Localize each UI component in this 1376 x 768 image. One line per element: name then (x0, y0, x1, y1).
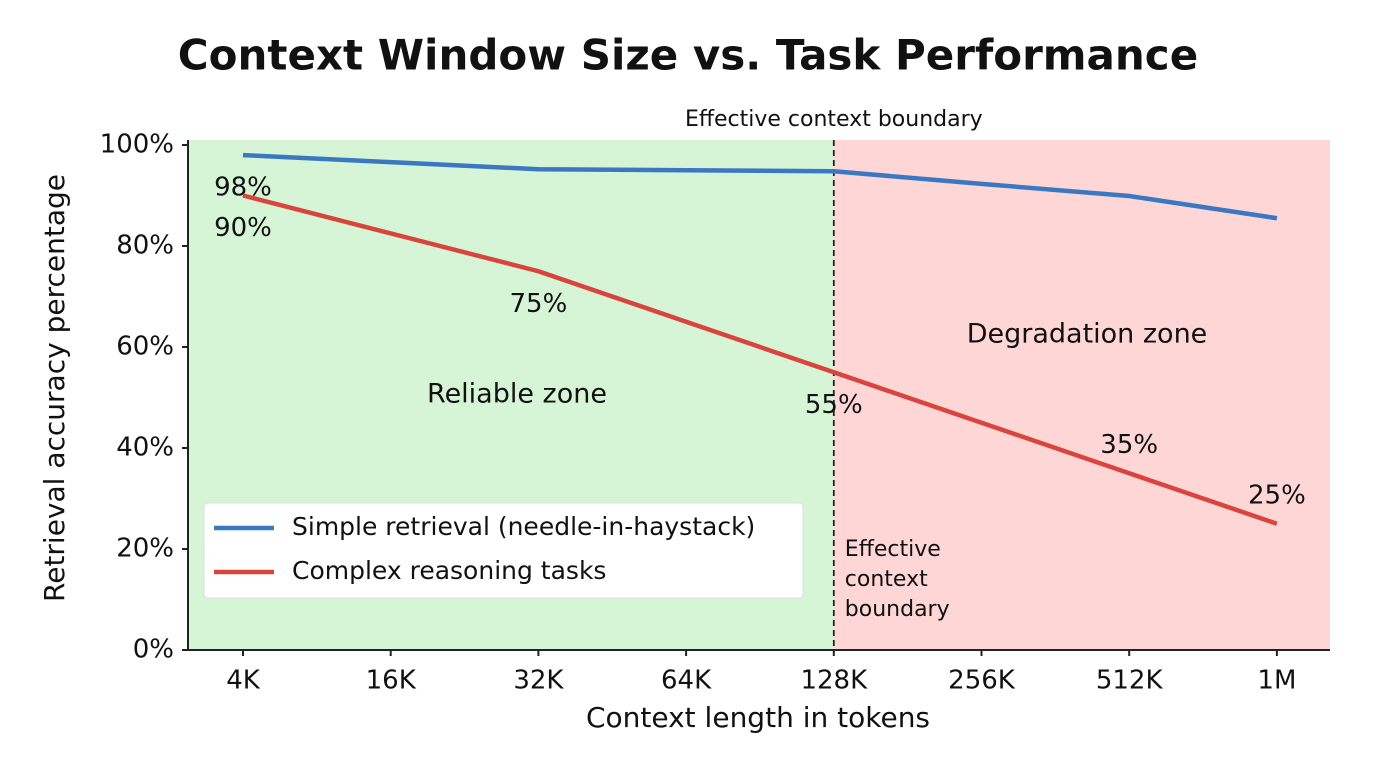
value-label: 90% (214, 213, 272, 243)
y-tick-label: 60% (116, 332, 174, 362)
x-tick-label: 4K (226, 666, 261, 696)
data-line (242, 152, 1278, 221)
y-tick-label: 0% (133, 635, 174, 665)
value-label: 25% (1248, 480, 1306, 510)
x-tick-label: 256K (948, 666, 1016, 696)
x-tick-label: 1M (1257, 666, 1296, 696)
y-tick-label: 20% (116, 534, 174, 564)
y-tick-label: 80% (116, 231, 174, 261)
y-axis-label: Retrieval accuracy percentage (38, 174, 71, 602)
x-tick-label: 512K (1096, 666, 1164, 696)
y-tick-label: 100% (100, 130, 174, 160)
value-label: 55% (805, 390, 863, 420)
boundary-label: context (845, 567, 928, 592)
chart-title: Context Window Size vs. Task Performance (178, 31, 1198, 80)
x-tick-label: 64K (661, 666, 712, 696)
zone-label: Degradation zone (967, 319, 1208, 350)
data-line (242, 193, 1278, 526)
boundary-label: Effective context boundary (685, 107, 983, 132)
legend-label: Simple retrieval (needle-in-haystack) (292, 512, 755, 541)
boundary-label: Effective (845, 537, 941, 562)
boundary-label: boundary (845, 597, 950, 622)
value-label: 35% (1100, 430, 1158, 460)
y-tick-label: 40% (116, 433, 174, 463)
x-tick-label: 32K (513, 666, 564, 696)
degradation-zone (833, 140, 1330, 650)
legend-label: Complex reasoning tasks (292, 556, 606, 585)
value-label: 75% (510, 289, 568, 319)
value-label: 98% (214, 173, 272, 203)
legend-box (203, 502, 804, 599)
legend: Simple retrieval (needle-in-haystack) Com… (203, 502, 804, 599)
x-axis-label: Context length in tokens (586, 701, 930, 734)
x-tick-label: 16K (366, 666, 417, 696)
x-tick-label: 128K (800, 666, 868, 696)
zone-label: Reliable zone (427, 379, 607, 410)
